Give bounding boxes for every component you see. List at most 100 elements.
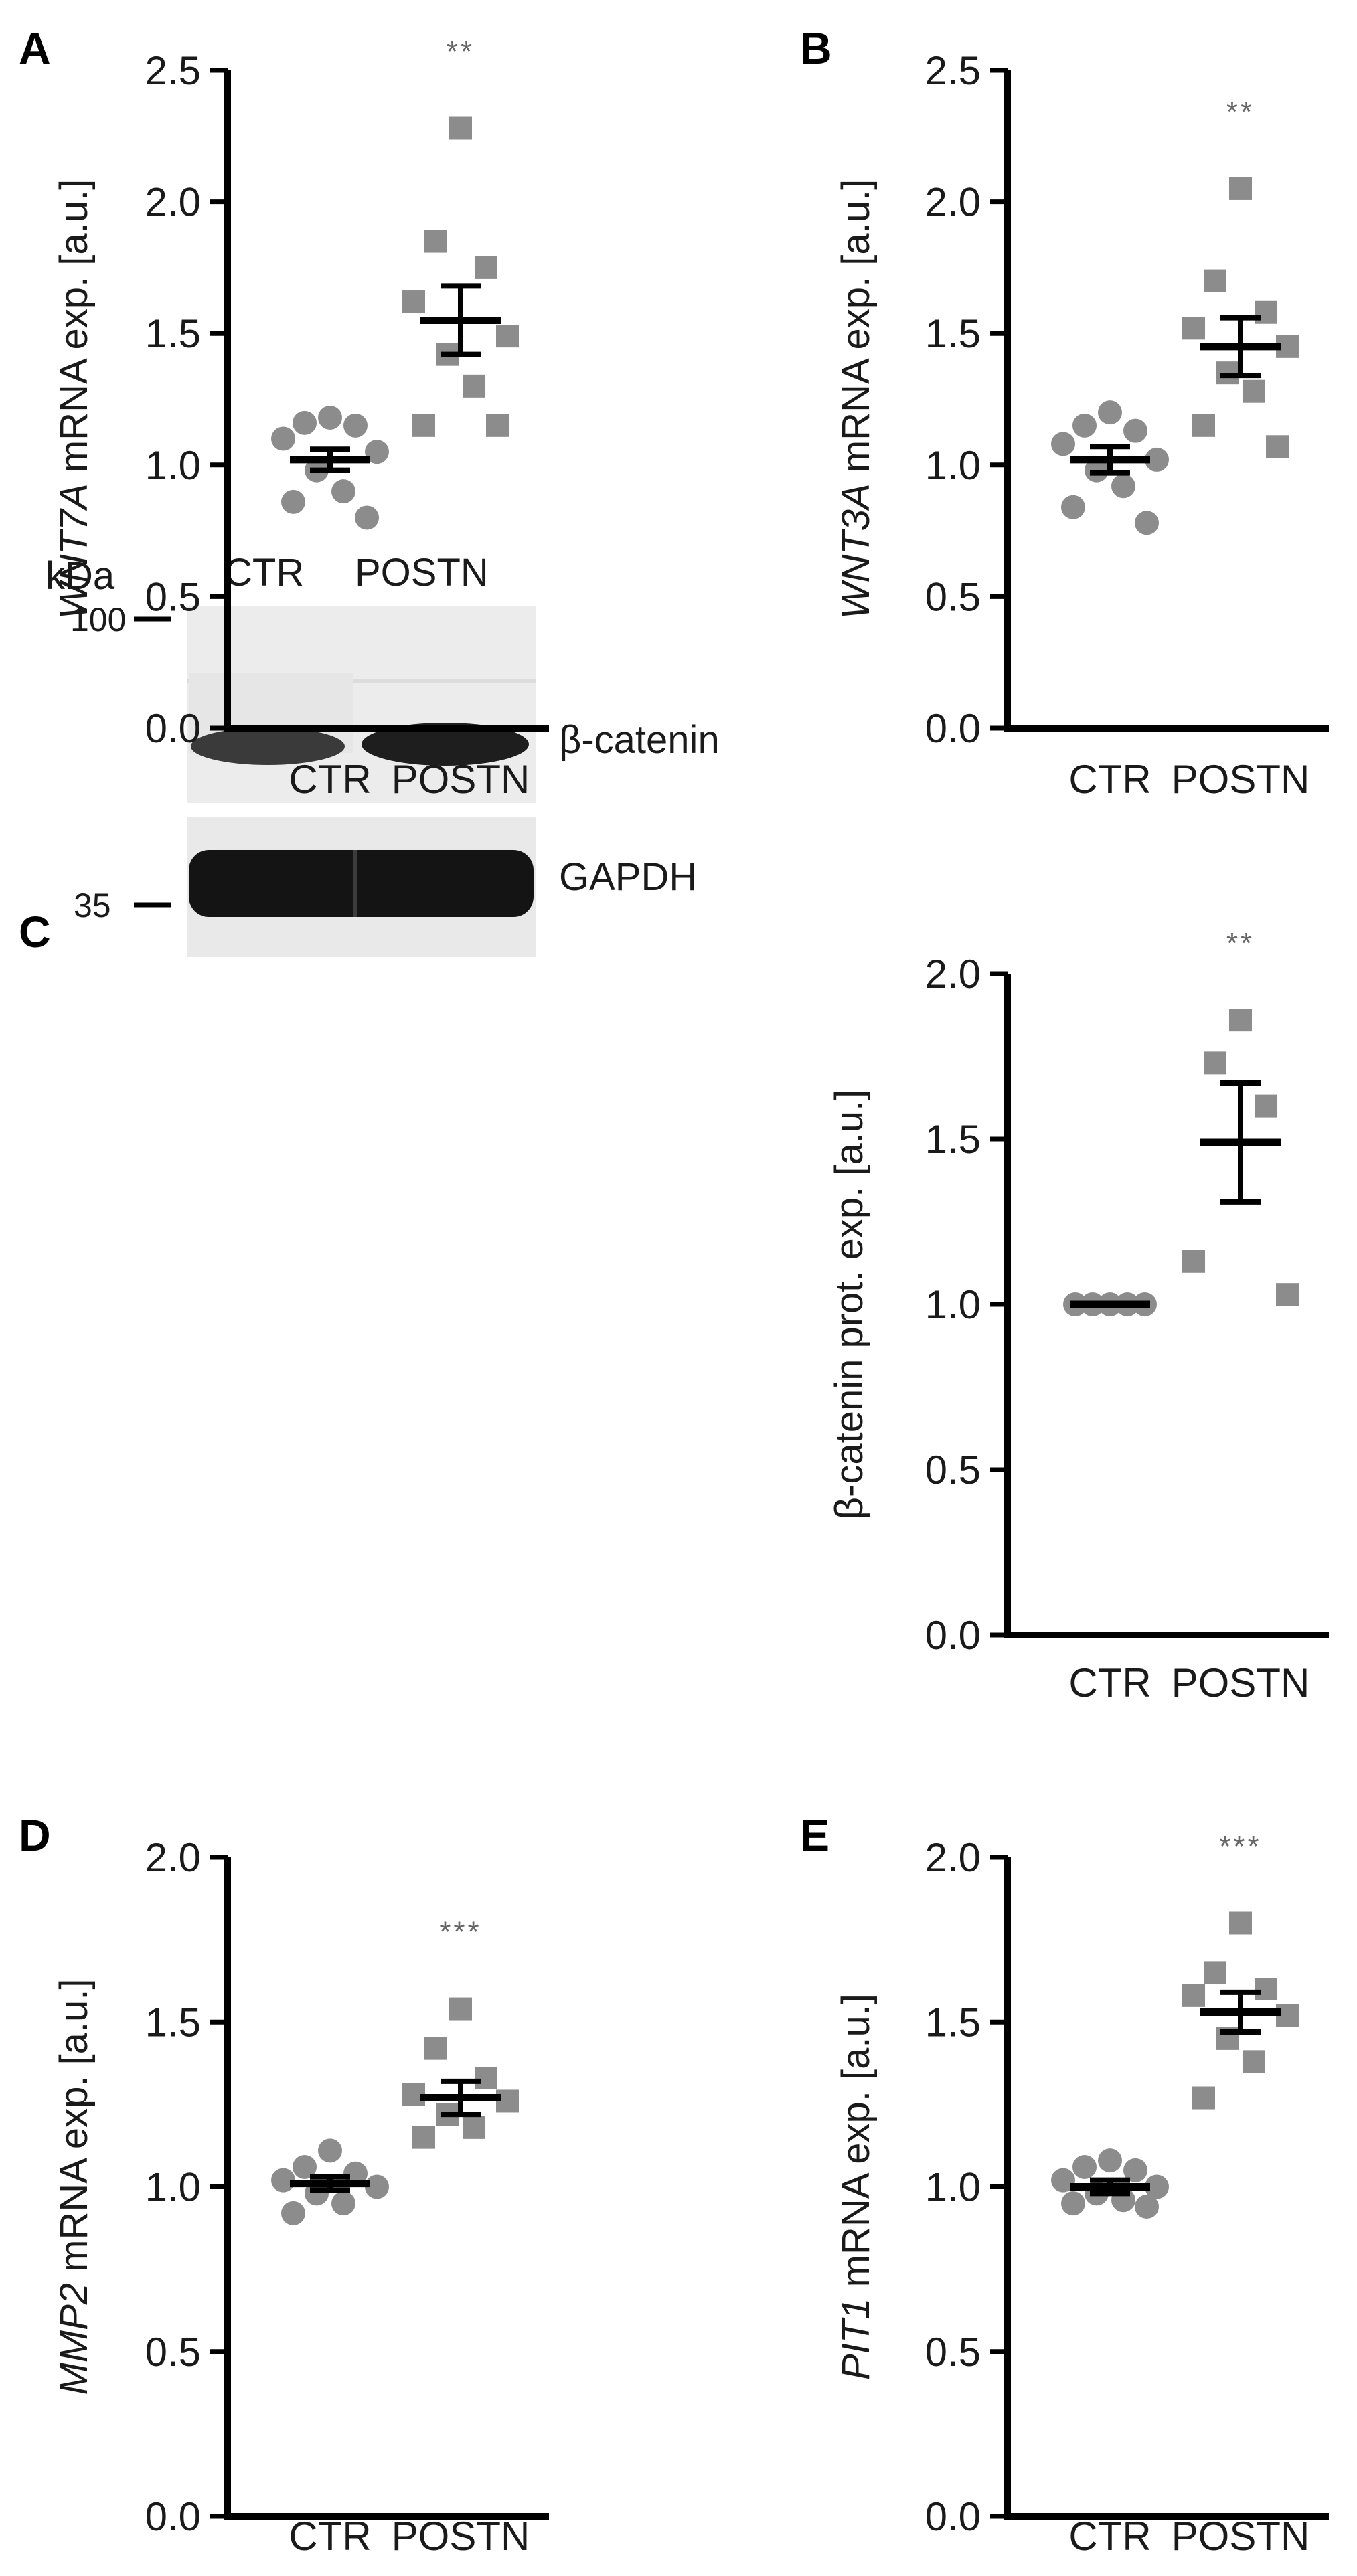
data-point-ctr [1051,2168,1075,2193]
band-gapdh-lane-gap [353,850,357,917]
data-point-ctr [305,2181,329,2206]
data-point-postn [1255,1978,1277,2000]
y-tick-label: 0.0 [925,1613,981,1658]
data-point-postn [475,256,497,279]
y-axis-label: PIT1 mRNA exp. [a.u.] [834,1994,878,2380]
data-point-postn [412,414,435,437]
data-point-ctr [1123,2158,1147,2182]
data-point-postn [449,116,472,140]
y-tick-label: 0.5 [145,2330,201,2375]
data-point-ctr [1098,2148,1122,2173]
y-tick-label: 2.0 [925,1835,981,1880]
data-point-ctr [271,426,295,451]
y-axis-label: WNT3A mRNA exp. [a.u.] [834,179,878,620]
data-point-ctr [343,2161,368,2186]
x-category-label: CTR [1068,2514,1151,2559]
data-point-ctr [271,2168,295,2193]
data-point-ctr [355,505,379,530]
band-label-beta-catenin: β-catenin [559,718,720,762]
x-category-label: POSTN [1172,2514,1310,2559]
data-point-postn [463,2116,485,2139]
x-category-label: POSTN [392,2514,530,2559]
panel-label-c: C [19,907,51,956]
data-point-ctr [1098,400,1122,425]
significance-marker: ** [1226,96,1255,128]
chart-d: 0.0 0.5 1.0 1.5 2.0 CTR POSTN MMP2 mRNA exp. [a… [52,1835,549,2559]
y-axis-label: WNT7A mRNA exp. [a.u.] [52,179,96,620]
y-tick-label: 1.5 [925,1117,981,1162]
data-point-postn [1229,177,1252,200]
data-point-ctr [343,413,368,438]
data-point-ctr [293,2154,317,2179]
western-blot: kDa CTR POSTN 100 35 β-catenin GAPDH [46,551,720,957]
x-category-label: CTR [289,2514,371,2559]
y-tick-label: 1.0 [145,443,201,488]
y-tick-label: 0.5 [145,574,201,619]
significance-marker: *** [1219,1830,1261,1863]
data-point-postn [1182,317,1205,340]
data-point-postn [486,414,509,437]
data-point-ctr [1135,511,1159,535]
data-point-postn [424,230,447,253]
chart-e: 0.0 0.5 1.0 1.5 2.0 CTR POSTN PIT1 mRNA exp. [a… [834,1830,1329,2559]
y-tick-label: 2.5 [145,48,201,93]
data-point-postn [475,2066,497,2089]
y-tick-label: 1.0 [925,1282,981,1327]
data-point-ctr [1145,447,1169,472]
y-tick-label: 1.5 [925,2000,981,2045]
band-label-gapdh: GAPDH [559,855,697,899]
data-point-ctr [1123,418,1147,443]
x-category-label: POSTN [392,757,530,802]
data-point-postn [402,290,425,314]
y-tick-label: 0.5 [925,1448,981,1492]
x-category-label: POSTN [1172,757,1310,802]
band-gapdh [189,850,534,917]
marker-label-35: 35 [74,887,111,924]
kda-label: kDa [46,554,115,598]
x-category-label: CTR [1068,757,1151,802]
x-category-label: CTR [289,757,371,802]
data-point-ctr [293,410,317,435]
y-tick-label: 0.0 [145,706,201,751]
data-point-postn [496,325,519,348]
panel-label-a: A [19,23,51,73]
data-point-ctr [1061,495,1085,519]
lane-label-ctr: CTR [224,551,304,594]
data-point-ctr [1135,2195,1159,2219]
y-tick-label: 0.0 [145,2494,201,2539]
y-tick-label: 0.5 [925,574,981,619]
panel-label-d: D [19,1810,51,1860]
y-tick-label: 1.0 [925,2165,981,2210]
y-tick-label: 2.0 [925,952,981,997]
y-tick-label: 0.5 [925,2330,981,2375]
data-point-postn [1255,1094,1277,1118]
band-beta-catenin-ctr [191,727,345,765]
data-point-postn [463,374,485,398]
data-point-ctr [1072,413,1097,438]
data-point-ctr [1145,2174,1169,2199]
x-category-label: CTR [1068,1660,1151,1705]
band-beta-catenin-postn [362,723,529,766]
data-point-postn [1255,300,1277,324]
y-axis-label: MMP2 mRNA exp. [a.u.] [52,1978,96,2395]
data-point-postn [412,2126,435,2149]
data-point-ctr [1072,2154,1097,2179]
data-point-ctr [1061,2191,1085,2216]
data-point-postn [1192,2086,1215,2110]
chart-a: 0.0 0.5 1.0 1.5 2.0 2.5 CTR POSTN WNT7A mRNA exp… [52,35,549,802]
y-tick-label: 2.0 [145,1835,201,1880]
y-tick-label: 2.5 [925,48,981,93]
y-tick-label: 1.5 [925,311,981,356]
data-point-ctr [365,2174,389,2199]
significance-marker: ** [1226,927,1255,960]
data-point-postn [1204,1051,1226,1075]
data-point-ctr [281,2201,305,2225]
y-tick-label: 0.0 [925,706,981,751]
data-point-postn [449,1997,472,2021]
data-point-postn [1243,2050,1265,2073]
data-point-ctr [318,406,342,430]
data-point-ctr [331,2191,355,2216]
y-tick-label: 1.0 [145,2165,201,2210]
panel-label-e: E [800,1810,829,1860]
